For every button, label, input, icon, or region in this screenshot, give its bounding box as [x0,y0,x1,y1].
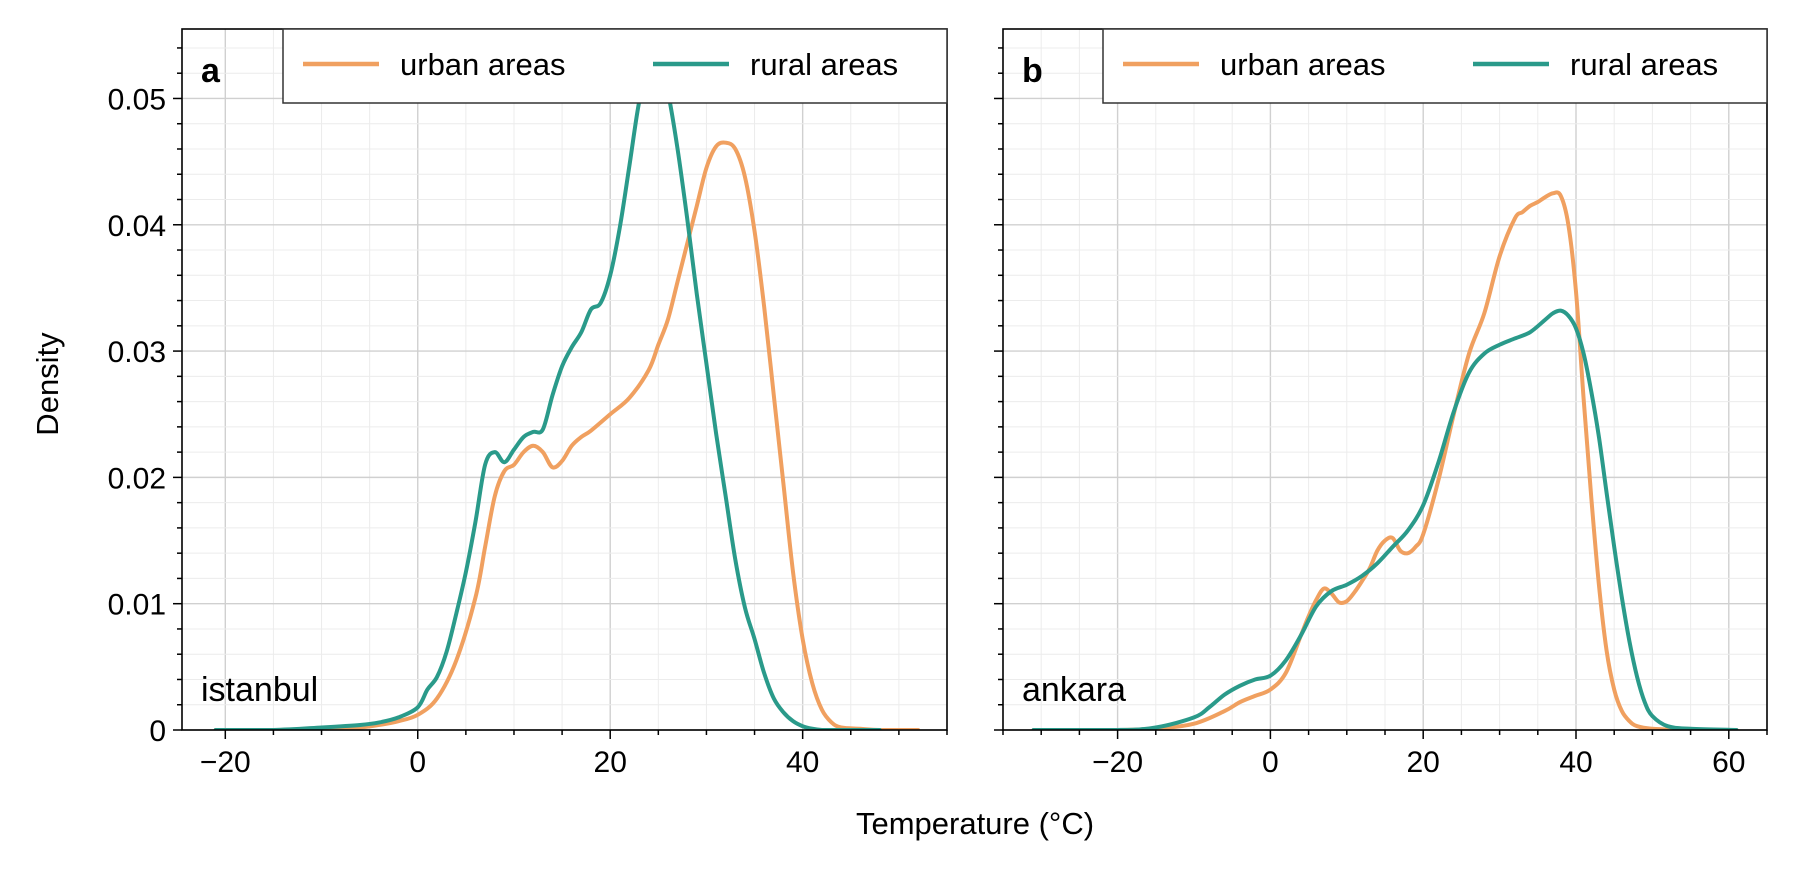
panel-a-series-urban-line [213,140,921,730]
panel-a-legend-label-urban: urban areas [400,47,565,82]
panel-a-y-tick-label: 0 [149,715,166,748]
panel-a-y-tick-label: 0.01 [108,589,166,622]
panel-a-y-tick-label: 0.03 [108,336,166,369]
panel-b-legend: urban areas rural areas [1102,28,1768,104]
panel-a-legend-box [282,28,948,104]
panel-a-y-tick-label: 0.04 [108,210,166,243]
panel-b-x-tick-label: 20 [1407,746,1440,779]
panel-a-y-tick-label: 0.02 [108,462,166,495]
panel-b-series-rural-line [1031,308,1739,730]
panel-a-city-label: istanbul [201,671,318,709]
x-axis-title: Temperature (°C) [856,806,1094,841]
panel-b-x-tick-label: 60 [1712,746,1745,779]
panel-b-legend-label-urban: urban areas [1220,47,1385,82]
panel-a-y-tick-label: 0.05 [108,83,166,116]
panel-b-x-tick-label: 0 [1262,746,1279,779]
panel-b-lines [1031,190,1739,730]
panel-b-grid [1002,29,1768,731]
panel-a-letter: a [201,52,221,90]
panel-a-lines [213,54,921,730]
panel-b-legend-box [1102,28,1768,104]
panel-a-legend-label-rural: rural areas [750,47,898,82]
panel-a: −20 0 20 40 0 0.01 0.02 0.03 0.04 0.05 urban area… [108,28,948,779]
panel-b-letter: b [1022,52,1043,90]
panel-a-x-tick-label: −20 [200,746,251,779]
y-axis-title: Density [30,332,65,436]
panel-a-ticks: −20 0 20 40 0 0.01 0.02 0.03 0.04 0.05 [108,47,948,779]
panel-b-series-urban-line [1031,190,1739,730]
panel-a-x-tick-label: 40 [786,746,819,779]
panel-a-x-tick-label: 0 [409,746,426,779]
panel-b-city-label: ankara [1022,671,1126,709]
panel-a-legend: urban areas rural areas [282,28,948,104]
panel-b-legend-label-rural: rural areas [1570,47,1718,82]
panel-b-ticks: −20 0 20 40 60 [994,47,1768,779]
panel-b: −20 0 20 40 60 urban areas rural areas b ank… [994,28,1768,779]
panel-b-x-tick-label: 40 [1559,746,1592,779]
panel-a-series-rural-line [213,54,882,730]
panel-a-x-tick-label: 20 [594,746,627,779]
panel-b-x-tick-label: −20 [1092,746,1143,779]
